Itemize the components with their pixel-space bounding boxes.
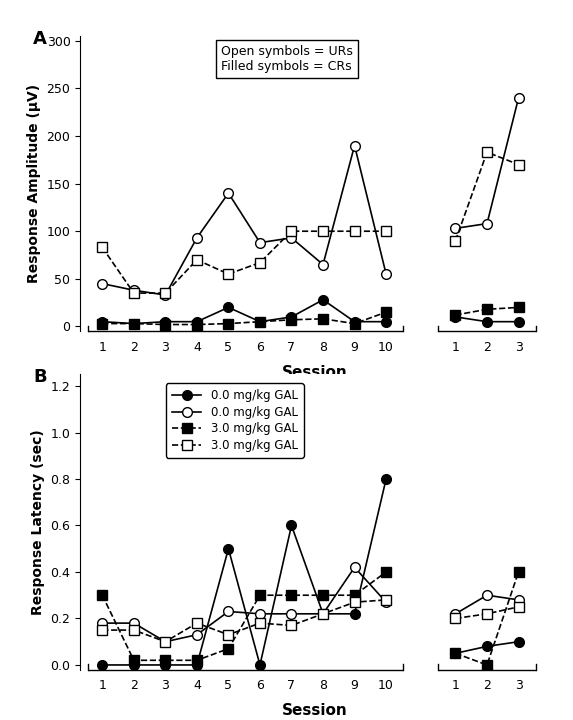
X-axis label: Session: Session — [282, 365, 348, 380]
Y-axis label: Response Amplitude (μV): Response Amplitude (μV) — [27, 84, 41, 283]
Text: Open symbols = URs
Filled symbols = CRs: Open symbols = URs Filled symbols = CRs — [221, 45, 353, 73]
Text: A: A — [33, 30, 47, 48]
X-axis label: Session: Session — [282, 703, 348, 719]
Legend: 0.0 mg/kg GAL, 0.0 mg/kg GAL, 3.0 mg/kg GAL, 3.0 mg/kg GAL: 0.0 mg/kg GAL, 0.0 mg/kg GAL, 3.0 mg/kg … — [166, 383, 304, 458]
Text: B: B — [33, 369, 47, 387]
Y-axis label: Response Latency (sec): Response Latency (sec) — [31, 429, 45, 615]
